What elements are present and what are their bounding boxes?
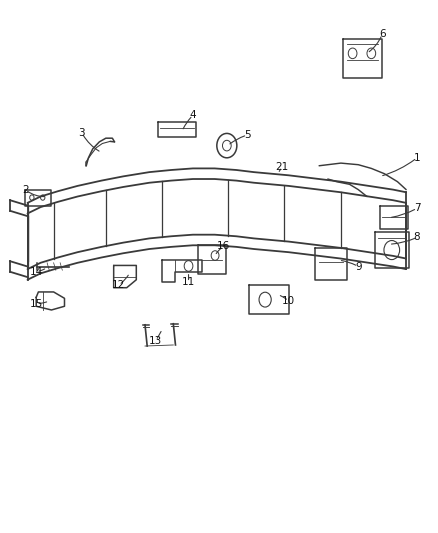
Text: 11: 11 [182, 277, 195, 287]
Text: 9: 9 [355, 262, 362, 271]
Text: 3: 3 [78, 128, 85, 138]
Text: 12: 12 [112, 280, 126, 290]
Text: 14: 14 [30, 267, 43, 277]
Text: 1: 1 [414, 153, 420, 163]
Text: 8: 8 [414, 232, 420, 243]
Text: 15: 15 [30, 298, 43, 309]
Text: 21: 21 [276, 162, 289, 172]
Text: 2: 2 [22, 184, 28, 195]
Text: 7: 7 [414, 203, 420, 213]
Text: 4: 4 [190, 110, 196, 120]
Text: 13: 13 [149, 336, 162, 346]
Text: 16: 16 [217, 241, 230, 252]
Text: 6: 6 [379, 29, 385, 39]
Text: 5: 5 [244, 130, 251, 140]
Text: 10: 10 [282, 296, 295, 306]
